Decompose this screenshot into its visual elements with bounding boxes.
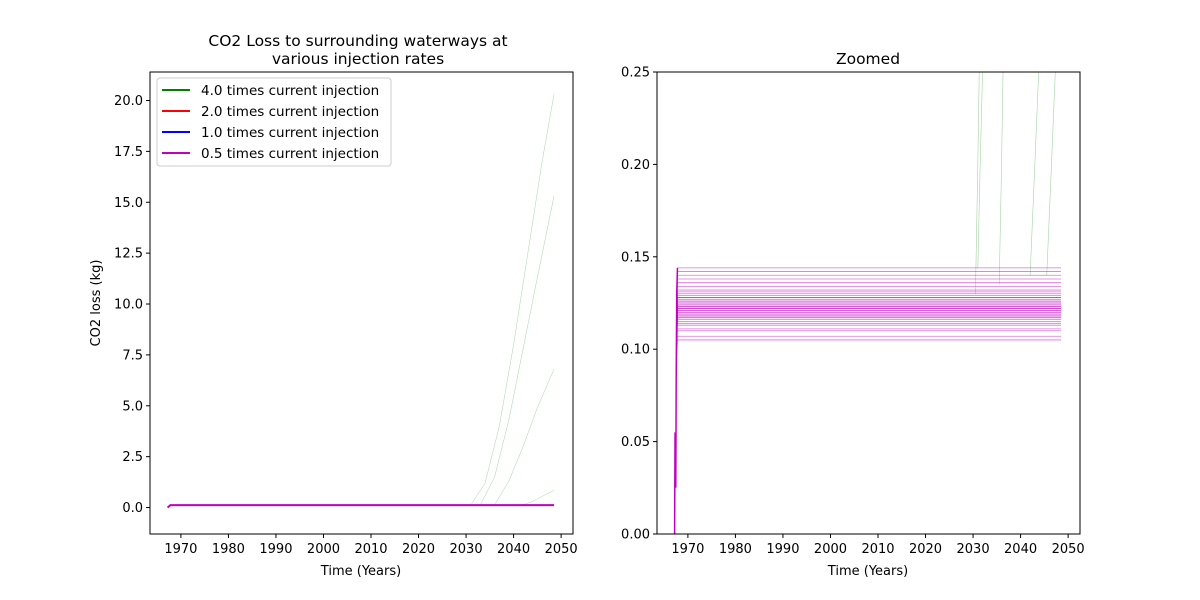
right-ticks: 1970 1980 1990 2000 2010 2020 2030 2040 2050 0.00… bbox=[621, 66, 1085, 558]
right-x-tick-label: 1990 bbox=[766, 542, 799, 557]
series-line bbox=[166, 504, 554, 509]
right-axes-frame bbox=[656, 71, 1081, 535]
series-line bbox=[975, 71, 980, 294]
right-x-axis-label: Time (Years) bbox=[827, 564, 908, 579]
zoomed-chart-title: Zoomed bbox=[836, 50, 900, 68]
series-line bbox=[480, 196, 555, 506]
legend-label: 2.0 times current injection bbox=[201, 104, 379, 120]
left-x-tick-label: 2050 bbox=[545, 542, 578, 557]
right-x-tick-label: 2000 bbox=[814, 542, 847, 557]
left-plot-area bbox=[166, 94, 555, 509]
right-x-tick-label: 1980 bbox=[719, 542, 752, 557]
right-y-tick-label: 0.15 bbox=[621, 250, 650, 265]
left-ticks: 1970 1980 1990 2000 2010 2020 2030 2040 2050 0.0 2… bbox=[114, 94, 578, 557]
series-line bbox=[523, 490, 555, 506]
left-y-tick-label: 5.0 bbox=[122, 399, 143, 414]
chart-title-line-2: various injection rates bbox=[272, 50, 444, 68]
left-y-tick-label: 15.0 bbox=[114, 196, 143, 211]
left-y-tick-label: 12.5 bbox=[114, 247, 143, 262]
left-y-tick-label: 20.0 bbox=[114, 94, 143, 109]
left-y-tick-label: 7.5 bbox=[122, 348, 143, 363]
right-plot-area bbox=[673, 71, 1061, 535]
series-line bbox=[673, 267, 679, 535]
left-y-tick-label: 10.0 bbox=[114, 298, 143, 313]
left-axes-frame bbox=[149, 71, 574, 535]
series-line bbox=[977, 71, 983, 268]
right-y-tick-label: 0.00 bbox=[621, 528, 650, 543]
left-x-tick-label: 1970 bbox=[164, 542, 197, 557]
right-y-tick-label: 0.10 bbox=[621, 343, 650, 358]
right-x-tick-label: 2010 bbox=[861, 542, 894, 557]
right-y-tick-label: 0.05 bbox=[621, 435, 650, 450]
left-y-tick-label: 17.5 bbox=[114, 145, 143, 160]
series-line bbox=[1029, 71, 1039, 276]
right-y-tick-label: 0.20 bbox=[621, 158, 650, 173]
left-x-tick-label: 1980 bbox=[212, 542, 245, 557]
legend-label: 4.0 times current injection bbox=[201, 83, 379, 99]
right-x-tick-label: 2040 bbox=[1004, 542, 1037, 557]
right-x-tick-label: 2050 bbox=[1052, 542, 1085, 557]
right-x-tick-label: 2020 bbox=[909, 542, 942, 557]
chart-co2-loss: CO2 Loss to surrounding waterways at var… bbox=[89, 32, 578, 579]
chart-title-line-1: CO2 Loss to surrounding waterways at bbox=[208, 32, 507, 50]
left-y-axis-label: CO2 loss (kg) bbox=[89, 260, 104, 347]
right-x-tick-label: 1970 bbox=[671, 542, 704, 557]
series-line bbox=[470, 94, 555, 506]
left-x-tick-label: 2000 bbox=[307, 542, 340, 557]
right-x-tick-label: 2030 bbox=[957, 542, 990, 557]
left-y-tick-label: 0.0 bbox=[122, 501, 143, 516]
left-x-axis-label: Time (Years) bbox=[320, 564, 401, 579]
series-line bbox=[494, 369, 555, 506]
left-y-tick-label: 2.5 bbox=[122, 450, 143, 465]
series-line bbox=[1046, 71, 1056, 276]
left-x-tick-label: 2040 bbox=[497, 542, 530, 557]
left-x-tick-label: 1990 bbox=[259, 542, 292, 557]
chart-zoomed: Zoomed 1970 1980 1990 2000 2010 2020 2030 2040 2… bbox=[621, 50, 1085, 579]
left-x-tick-label: 2030 bbox=[450, 542, 483, 557]
left-x-tick-label: 2020 bbox=[402, 542, 435, 557]
series-line bbox=[998, 71, 1004, 285]
left-x-tick-label: 2010 bbox=[354, 542, 387, 557]
legend: 4.0 times current injection 2.0 times cur… bbox=[156, 77, 392, 167]
legend-label: 0.5 times current injection bbox=[201, 146, 379, 162]
legend-label: 1.0 times current injection bbox=[201, 125, 379, 141]
right-y-tick-label: 0.25 bbox=[621, 66, 650, 81]
legend-frame bbox=[156, 77, 392, 167]
